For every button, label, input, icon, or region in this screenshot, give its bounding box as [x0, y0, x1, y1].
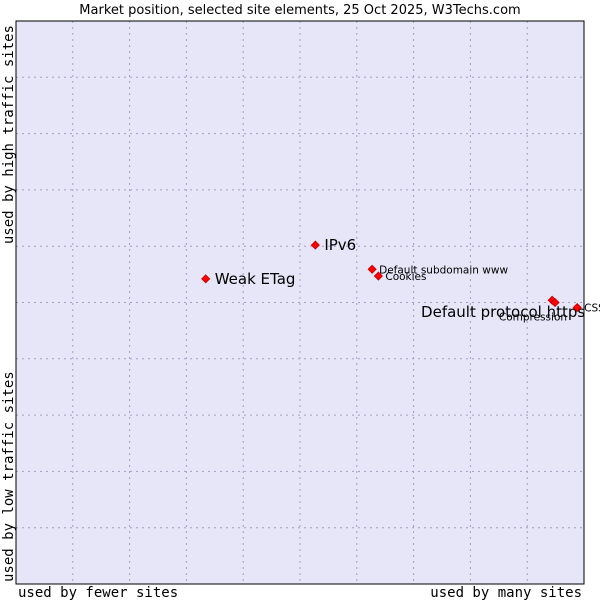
y-axis-label-bottom: used by low traffic sites — [1, 371, 17, 582]
data-point: Cookies — [373, 271, 426, 283]
data-point-marker — [310, 240, 320, 250]
data-point-label: Cookies — [385, 271, 426, 283]
data-point-marker — [572, 303, 582, 313]
data-points: Weak ETag IPv6 Default subdomain wwwCookie… — [201, 236, 600, 324]
data-point: CSS — [572, 303, 600, 315]
x-axis-label-right: used by many sites — [430, 585, 582, 600]
data-point-marker — [201, 274, 211, 284]
data-point: IPv6 — [310, 236, 356, 254]
data-point-label: Weak ETag — [215, 270, 296, 288]
plot-border — [15, 20, 585, 585]
data-point: Weak ETag — [201, 270, 296, 288]
chart-title: Market position, selected site elements,… — [79, 3, 520, 18]
x-axis-label-left: used by fewer sites — [18, 585, 178, 600]
data-point-marker — [373, 271, 383, 281]
y-axis-label-top: used by high traffic sites — [1, 25, 17, 244]
grid-lines — [16, 21, 584, 584]
data-point-label: Compression — [499, 312, 567, 324]
data-point-label: IPv6 — [324, 236, 356, 254]
data-point-marker — [550, 297, 560, 308]
data-point-label: Default subdomain www — [379, 264, 508, 276]
plot-area — [15, 20, 585, 585]
data-point-label: Default protocol https — [421, 303, 585, 321]
data-point: Compression — [499, 297, 567, 324]
data-point-marker — [367, 264, 377, 274]
data-point-label: CSS — [584, 303, 600, 315]
data-point: Default subdomain www — [367, 264, 508, 276]
